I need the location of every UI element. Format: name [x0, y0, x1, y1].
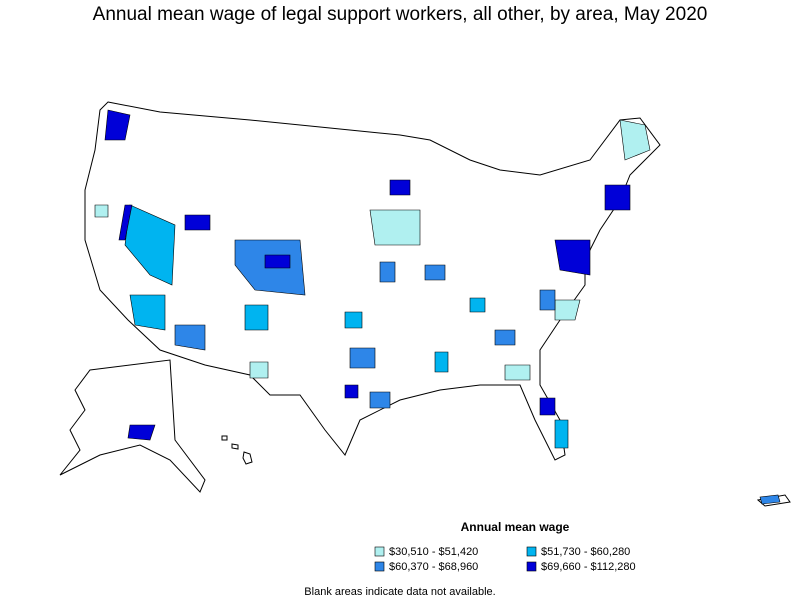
area [118, 204, 133, 241]
area [469, 297, 486, 313]
legend-swatch [374, 561, 385, 572]
area [554, 419, 569, 449]
area [759, 494, 781, 505]
legend-label: $60,370 - $68,960 [389, 561, 478, 573]
area [369, 209, 421, 246]
area [424, 264, 446, 281]
area [504, 364, 531, 381]
legend-title: Annual mean wage [461, 520, 570, 534]
area [369, 391, 391, 409]
legend-label: $30,510 - $51,420 [389, 546, 478, 558]
area [554, 239, 591, 276]
legend-swatch [374, 546, 385, 557]
wage-areas [94, 109, 781, 505]
area [264, 254, 291, 269]
area [174, 324, 206, 351]
area [104, 109, 131, 141]
area [244, 304, 269, 331]
legend-label: $69,660 - $112,280 [541, 561, 636, 573]
area [94, 204, 109, 218]
area [184, 214, 211, 231]
area [494, 329, 516, 346]
area [539, 289, 556, 311]
legend: $30,510 - $51,420 $51,730 - $60,280 $60,37… [374, 546, 636, 573]
map-title: Annual mean wage of legal support worker… [93, 4, 708, 25]
area [434, 351, 449, 373]
area [344, 311, 363, 329]
area [604, 184, 631, 211]
area [379, 261, 396, 283]
legend-label: $51,730 - $60,280 [541, 546, 630, 558]
area [389, 179, 411, 196]
area [344, 384, 359, 399]
area [619, 119, 651, 161]
area [129, 294, 166, 331]
area [349, 347, 376, 369]
area [127, 424, 156, 441]
legend-swatch [526, 561, 537, 572]
area [539, 397, 556, 416]
area [554, 299, 581, 321]
hawaii [221, 435, 253, 465]
legend-swatch [526, 546, 537, 557]
area [124, 204, 176, 286]
footnote: Blank areas indicate data not available. [304, 586, 495, 598]
area [249, 361, 269, 379]
